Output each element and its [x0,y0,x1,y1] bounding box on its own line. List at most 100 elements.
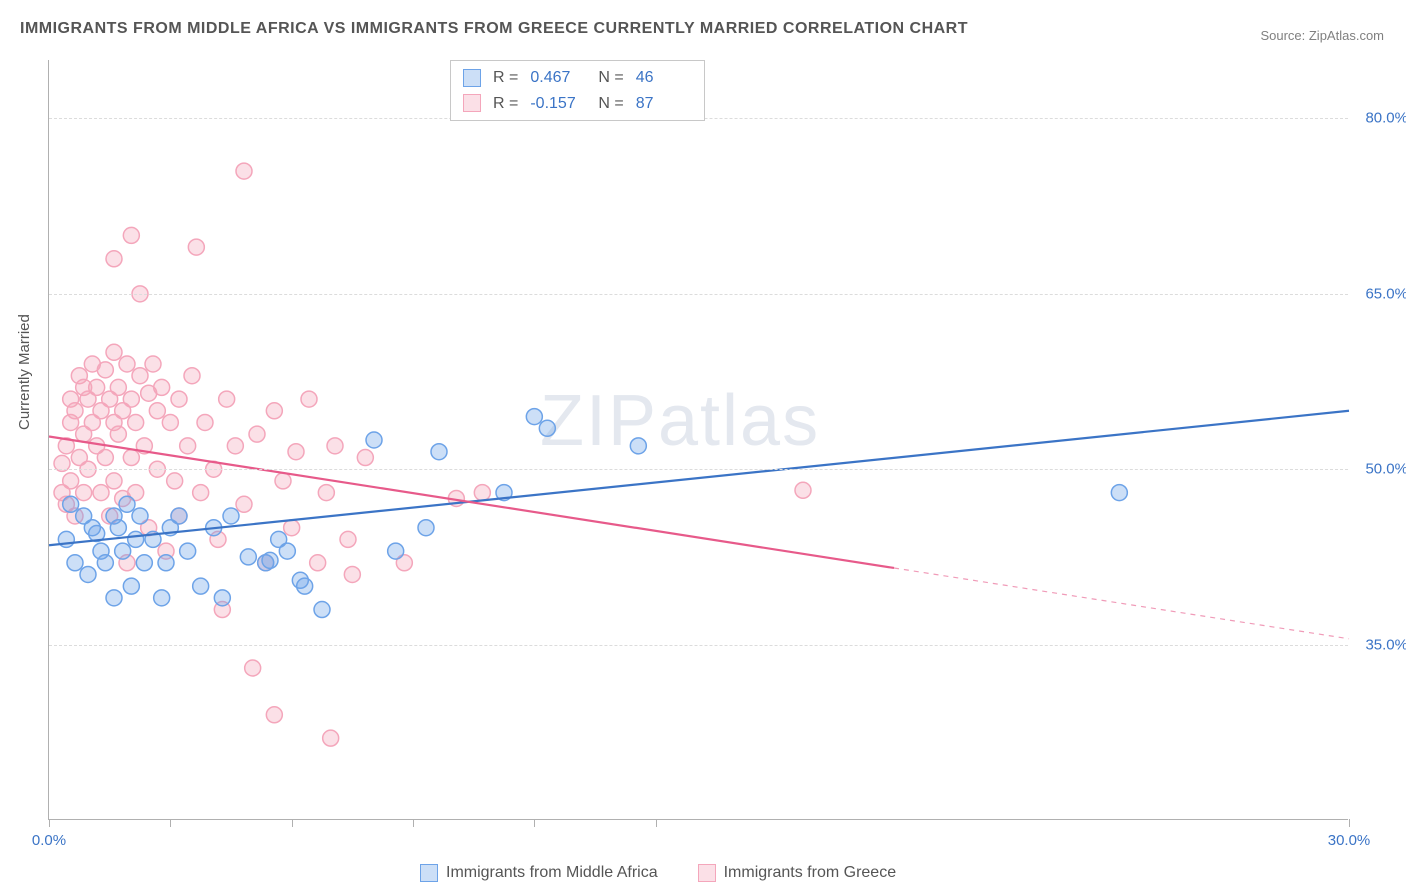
grid-line [49,294,1348,295]
grid-line [49,645,1348,646]
data-point [223,508,239,524]
x-tick [413,819,414,827]
chart-title: IMMIGRANTS FROM MIDDLE AFRICA VS IMMIGRA… [20,20,968,38]
data-point [188,239,204,255]
data-point [76,485,92,501]
data-point [167,473,183,489]
data-point [240,549,256,565]
data-point [193,578,209,594]
data-point [149,403,165,419]
data-point [67,555,83,571]
data-point [266,707,282,723]
data-point [323,730,339,746]
data-point [474,485,490,501]
data-point [214,590,230,606]
trend-line [49,411,1349,545]
data-point [63,473,79,489]
data-point [227,438,243,454]
data-point [431,444,447,460]
data-point [132,508,148,524]
x-tick [1349,819,1350,827]
data-point [123,578,139,594]
source-attribution: Source: ZipAtlas.com [1260,28,1384,43]
data-point [193,485,209,501]
data-point [236,163,252,179]
data-point [136,555,152,571]
data-point [236,496,252,512]
data-point [115,543,131,559]
data-point [357,450,373,466]
data-point [119,356,135,372]
data-point [284,520,300,536]
swatch-series-b [463,94,481,112]
x-tick [170,819,171,827]
data-point [132,368,148,384]
data-point [288,444,304,460]
data-point [123,227,139,243]
data-point [539,420,555,436]
data-point [180,543,196,559]
data-point [106,473,122,489]
data-point [184,368,200,384]
data-point [110,520,126,536]
grid-line [49,469,1348,470]
data-point [279,543,295,559]
data-point [318,485,334,501]
data-point [197,414,213,430]
data-point [366,432,382,448]
data-point [162,414,178,430]
data-point [97,450,113,466]
trend-line-extrapolated [894,568,1349,639]
data-point [110,426,126,442]
legend-swatch-a [420,864,438,882]
data-point [245,660,261,676]
x-tick [656,819,657,827]
data-point [249,426,265,442]
chart-svg [49,60,1348,819]
data-point [128,531,144,547]
data-point [154,590,170,606]
data-point [93,485,109,501]
data-point [123,450,139,466]
data-point [340,531,356,547]
plot-area: 35.0%50.0%65.0%80.0%0.0%30.0% [48,60,1348,820]
n-label-a: N = [598,65,623,91]
legend-item-a: Immigrants from Middle Africa [420,864,658,882]
data-point [180,438,196,454]
data-point [418,520,434,536]
data-point [128,414,144,430]
data-point [67,403,83,419]
r-value-a: 0.467 [530,65,586,91]
stats-row-series-b: R = -0.157 N = 87 [463,91,692,117]
data-point [314,602,330,618]
legend-label-b: Immigrants from Greece [724,864,896,882]
data-point [119,496,135,512]
r-value-b: -0.157 [530,91,586,117]
data-point [110,379,126,395]
r-label-a: R = [493,65,518,91]
data-point [171,391,187,407]
data-point [106,344,122,360]
x-tick-label: 30.0% [1328,832,1371,849]
data-point [97,555,113,571]
data-point [327,438,343,454]
data-point [158,555,174,571]
data-point [388,543,404,559]
stats-legend-box: R = 0.467 N = 46 R = -0.157 N = 87 [450,60,705,121]
data-point [89,379,105,395]
data-point [80,566,96,582]
x-tick [534,819,535,827]
x-tick [49,819,50,827]
data-point [297,578,313,594]
data-point [145,356,161,372]
r-label-b: R = [493,91,518,117]
n-label-b: N = [598,91,623,117]
y-tick-label: 65.0% [1358,285,1406,302]
data-point [266,403,282,419]
data-point [526,409,542,425]
data-point [123,391,139,407]
data-point [106,251,122,267]
data-point [1111,485,1127,501]
bottom-legend: Immigrants from Middle Africa Immigrants… [420,864,896,882]
data-point [795,482,811,498]
